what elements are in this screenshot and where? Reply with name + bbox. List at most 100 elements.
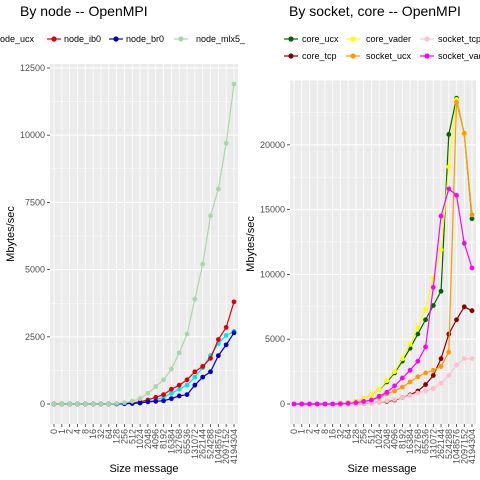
data-point [446,186,452,192]
data-point [291,401,297,407]
legend-label: node_ib0 [64,34,101,44]
x-tick-label: 8192 [397,429,407,449]
x-tick-label: 2 [65,429,75,434]
x-tick-label: 2048 [382,429,392,449]
x-tick-label: 8 [320,429,330,434]
data-point [423,388,428,394]
x-tick-label: 64 [343,429,353,439]
x-tick-label: 262144 [436,429,446,459]
data-point [461,130,467,136]
data-point [430,303,436,308]
data-point [461,240,467,246]
legend-swatch-point [178,36,184,42]
data-point [384,398,390,404]
x-tick-label: 2097152 [459,429,469,464]
y-axis-label: Mbytes/sec [245,216,257,272]
data-point [145,390,151,396]
x-tick-label: 128 [112,429,122,444]
data-point [469,216,475,222]
data-point [430,367,436,373]
data-point [392,397,398,402]
data-point [223,342,229,348]
data-point [469,356,475,362]
legend-label: core_tcp [302,51,337,61]
data-point [153,384,159,389]
legend-item: node_mlx5_ [174,34,246,44]
x-tick-label: 32 [335,429,345,439]
y-tick-label: 0 [40,399,45,409]
x-tick-label: 4096 [390,429,400,449]
data-point [223,140,229,146]
data-point [307,401,312,407]
data-point [438,356,444,362]
x-tick-label: 16 [88,429,98,439]
data-point [122,400,127,406]
x-tick-label: 16 [328,429,338,439]
data-point [168,390,174,396]
x-tick-label: 4 [72,429,82,434]
x-tick-label: 4194304 [467,429,477,464]
data-point [82,401,88,407]
plot-panel [50,64,238,424]
x-tick-label: 0 [49,429,59,434]
x-tick-label: 256 [119,429,129,444]
legend-label: node_ucx [0,34,35,44]
legend: core_ucx core_tcp core_vader socket_ucx [284,34,480,61]
data-point [438,288,444,294]
data-point [469,212,475,218]
data-point [446,164,452,170]
gridlines [50,64,238,424]
data-point [407,367,413,373]
legend-swatch-point [424,36,430,42]
data-point [430,284,436,290]
data-point [299,401,305,407]
x-tick-label: 65536 [421,429,431,454]
data-point [137,400,143,406]
data-point [399,384,405,390]
data-point [399,375,405,381]
legend-item: socket_vader [420,51,480,61]
legend-label: socket_tcp [438,34,480,44]
data-point [415,374,421,380]
legend-item: socket_ucx [346,51,412,61]
data-point [176,350,182,356]
x-tick-label: 1048576 [452,429,462,464]
data-point [106,401,112,407]
x-tick-label: 131072 [190,429,200,459]
data-point [145,399,151,405]
x-tick-label: 4096 [151,429,161,449]
legend-item: core_tcp [284,51,337,61]
data-point [415,325,421,330]
chart-title: By socket, core -- OpenMPI [289,3,461,19]
data-point [423,317,428,323]
data-point [454,192,459,198]
data-point [461,304,467,310]
data-point [59,401,65,407]
data-point [231,299,237,305]
data-point [361,399,367,404]
data-point [430,386,436,391]
data-point [392,388,398,394]
legend-swatch-point [51,36,57,42]
legend-label: socket_ucx [366,51,412,61]
y-tick-label: 5000 [265,334,285,344]
y-tick-label: 10000 [260,269,285,279]
data-point [223,333,229,338]
data-point [454,317,459,323]
data-point [438,364,444,369]
legend-item: node_ib0 [47,34,101,44]
x-tick-label: 32 [96,429,106,439]
data-point [215,186,221,192]
data-point [392,383,398,389]
data-point [184,392,190,397]
x-tick-label: 512 [366,429,376,444]
y-tick-label: 0 [280,399,285,409]
x-tick-label: 256 [359,429,369,444]
x-tick-label: 524288 [444,429,454,459]
data-point [75,401,80,407]
x-tick-label: 16384 [405,429,415,454]
series-layer [291,95,475,407]
legend-swatch-point [424,53,430,59]
data-point [90,401,96,407]
data-point [368,392,374,398]
